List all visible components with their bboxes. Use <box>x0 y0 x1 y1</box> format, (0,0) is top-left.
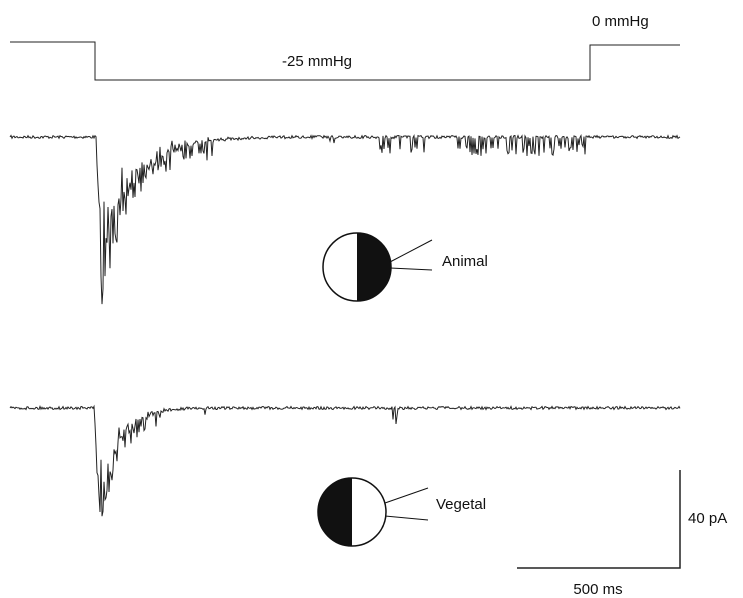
step-pressure-label: -25 mmHg <box>282 53 352 70</box>
recording-label: Animal <box>442 253 488 270</box>
time-scale-label: 500 ms <box>573 581 622 598</box>
scale-bar <box>517 470 681 569</box>
pressure-step <box>10 41 680 81</box>
recording-label: Vegetal <box>436 496 486 513</box>
current-trace <box>9 404 681 517</box>
animal-oocyte-icon <box>322 232 433 302</box>
baseline-pressure-label: 0 mmHg <box>592 13 649 30</box>
vegetal-oocyte-icon <box>317 477 429 547</box>
current-trace <box>9 133 681 305</box>
current-scale-label: 40 pA <box>688 510 727 527</box>
